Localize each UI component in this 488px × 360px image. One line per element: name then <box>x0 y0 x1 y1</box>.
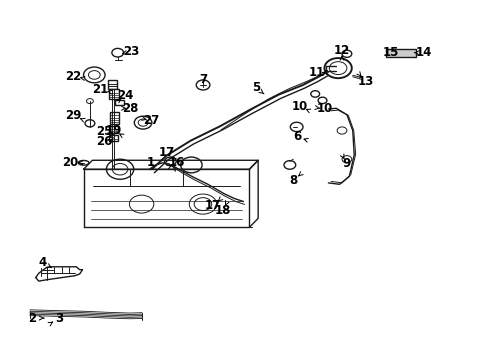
FancyBboxPatch shape <box>110 112 119 125</box>
Circle shape <box>138 119 148 126</box>
Circle shape <box>86 99 93 104</box>
Bar <box>385 49 415 57</box>
Text: 10: 10 <box>291 100 307 113</box>
Text: 17: 17 <box>158 145 174 158</box>
Circle shape <box>180 157 202 173</box>
Text: 26: 26 <box>96 135 113 148</box>
Circle shape <box>341 156 351 163</box>
Circle shape <box>318 97 326 104</box>
Circle shape <box>112 163 127 175</box>
Text: 14: 14 <box>415 46 431 59</box>
Circle shape <box>329 62 346 75</box>
Circle shape <box>324 58 351 78</box>
Text: 4: 4 <box>38 256 46 269</box>
Text: 6: 6 <box>292 130 301 144</box>
Text: 17: 17 <box>204 199 221 212</box>
Text: 19: 19 <box>105 124 122 137</box>
Text: 7: 7 <box>199 73 207 86</box>
Text: 15: 15 <box>382 46 398 59</box>
Circle shape <box>341 50 351 57</box>
Text: 21: 21 <box>92 83 108 96</box>
Circle shape <box>106 159 133 179</box>
FancyBboxPatch shape <box>109 126 118 134</box>
Text: 25: 25 <box>96 125 113 138</box>
Text: 16: 16 <box>169 156 185 169</box>
Text: 22: 22 <box>64 69 81 82</box>
Circle shape <box>83 67 105 83</box>
Circle shape <box>336 127 346 134</box>
Text: 12: 12 <box>333 44 349 57</box>
Text: 20: 20 <box>61 156 78 169</box>
Circle shape <box>194 198 211 211</box>
Circle shape <box>284 161 295 169</box>
Circle shape <box>134 116 152 129</box>
FancyBboxPatch shape <box>115 100 124 105</box>
Text: 23: 23 <box>123 45 139 58</box>
Circle shape <box>129 195 154 213</box>
Text: 5: 5 <box>251 81 259 94</box>
Circle shape <box>196 80 209 90</box>
Text: 27: 27 <box>142 114 159 127</box>
Text: 29: 29 <box>64 109 81 122</box>
Text: 3: 3 <box>55 311 63 325</box>
Circle shape <box>310 91 319 97</box>
Text: 2: 2 <box>28 311 37 325</box>
Text: 1: 1 <box>146 156 155 169</box>
Circle shape <box>189 194 216 214</box>
Text: 9: 9 <box>342 157 350 170</box>
Circle shape <box>112 48 123 57</box>
Circle shape <box>85 120 95 127</box>
Circle shape <box>164 157 176 166</box>
Text: 24: 24 <box>117 89 133 102</box>
Circle shape <box>88 71 100 79</box>
FancyBboxPatch shape <box>109 135 118 141</box>
FancyBboxPatch shape <box>109 89 119 99</box>
Text: 11: 11 <box>308 66 324 79</box>
Text: 18: 18 <box>214 204 230 217</box>
Text: 28: 28 <box>122 102 138 115</box>
Text: 10: 10 <box>316 103 332 116</box>
Text: 13: 13 <box>357 75 373 88</box>
Ellipse shape <box>78 161 89 165</box>
Circle shape <box>290 122 303 132</box>
Text: 8: 8 <box>288 174 297 187</box>
FancyBboxPatch shape <box>108 80 117 89</box>
